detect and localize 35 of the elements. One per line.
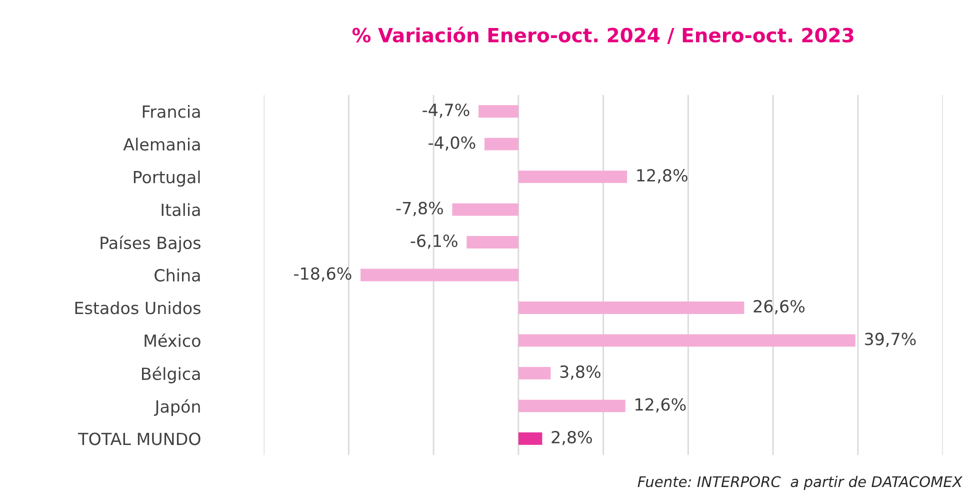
bar bbox=[452, 203, 518, 216]
bar bbox=[484, 138, 518, 150]
data-label: 3,8% bbox=[560, 365, 600, 380]
y-tick-label: Alemania bbox=[123, 138, 200, 151]
data-label: 26,6% bbox=[754, 300, 805, 314]
data-label: 2,8% bbox=[552, 430, 592, 446]
y-tick-label: Francia bbox=[142, 105, 200, 118]
data-label: -4,7% bbox=[422, 104, 470, 118]
y-tick-label: TOTAL MUNDO bbox=[78, 432, 200, 446]
data-label: 12,6% bbox=[636, 398, 686, 412]
y-tick-label: China bbox=[154, 268, 200, 282]
y-tick-label: Portugal bbox=[134, 170, 200, 187]
bar bbox=[478, 105, 518, 118]
bar bbox=[518, 366, 551, 380]
source-note: Fuente: INTERPORC a partir de DATACOMEX bbox=[638, 476, 963, 490]
bar bbox=[518, 302, 744, 314]
bar bbox=[518, 170, 628, 184]
data-label: -18,6% bbox=[294, 267, 352, 282]
y-tick-label: Países Bajos bbox=[100, 236, 200, 252]
data-label: 39,7% bbox=[864, 332, 916, 347]
y-tick-label: México bbox=[144, 333, 200, 348]
y-tick-label: Italia bbox=[162, 203, 200, 216]
bar bbox=[518, 334, 856, 347]
bar bbox=[518, 400, 626, 412]
bar bbox=[360, 268, 518, 282]
data-label: -7,8% bbox=[396, 202, 443, 216]
bar bbox=[518, 432, 542, 445]
y-tick-label: Japón bbox=[154, 399, 200, 416]
data-label: -4,0% bbox=[428, 136, 476, 151]
y-tick-label: Bélgica bbox=[142, 366, 200, 384]
data-label: -6,1% bbox=[410, 234, 458, 249]
chart-title: % Variación Enero-oct. 2024 / Enero-oct. 2023 bbox=[352, 26, 854, 44]
data-label: 12,8% bbox=[637, 169, 688, 184]
y-tick-label: Estados Unidos bbox=[75, 301, 200, 314]
bar bbox=[466, 236, 518, 248]
